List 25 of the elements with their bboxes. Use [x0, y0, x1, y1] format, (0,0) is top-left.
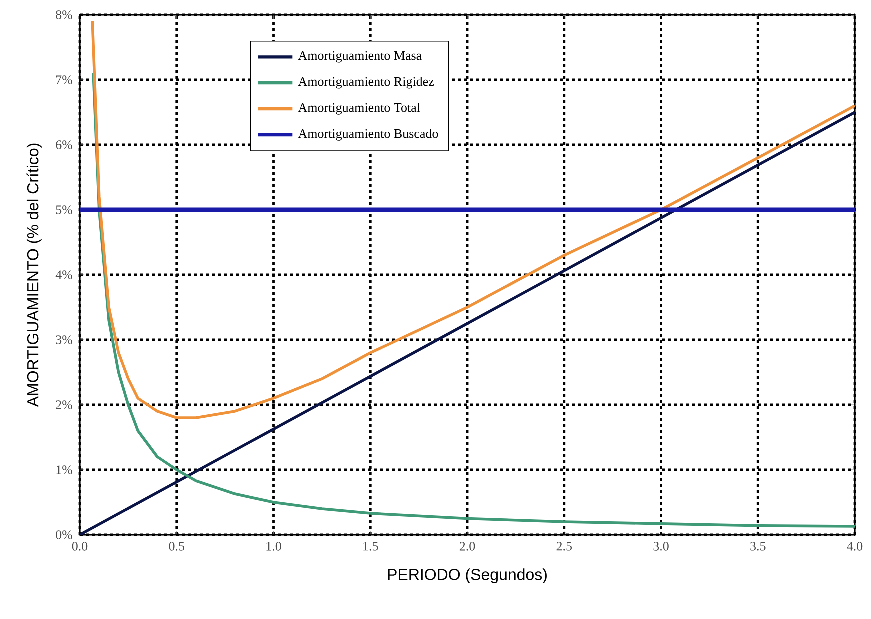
x-tick-label: 0.0	[72, 542, 88, 551]
x-tick-label: 3.0	[654, 542, 669, 551]
x-tick-label: 4.0	[847, 542, 863, 551]
y-tick-label: 8%	[56, 10, 72, 20]
legend-label: Amortiguamiento Rigidez	[298, 77, 434, 89]
y-tick-label: 3%	[56, 336, 72, 344]
x-tick-label: 1.0	[266, 542, 282, 551]
y-tick-label: 6%	[56, 140, 72, 150]
x-tick-label: 2.5	[556, 542, 572, 551]
y-tick-label: 1%	[56, 466, 72, 474]
y-tick-label: 0%	[56, 530, 72, 540]
x-tick-label: 1.5	[364, 542, 378, 551]
x-axis-title: PERIODO (Segundos)	[388, 568, 547, 584]
y-tick-label: 4%	[56, 270, 72, 280]
legend-label: Amortiguamiento Buscado	[298, 129, 438, 141]
y-axis-title: AMORTIGUAMIENTO (% del Crítico)	[26, 144, 42, 408]
y-tick-label: 7%	[56, 76, 72, 84]
legend-label: Amortiguamiento Total	[298, 103, 420, 115]
y-tick-label: 2%	[56, 400, 72, 410]
x-tick-label: 0.5	[169, 542, 184, 551]
x-tick-label: 2.0	[460, 542, 476, 551]
y-tick-label: 5%	[56, 206, 72, 214]
legend-label: Amortiguamiento Masa	[298, 51, 422, 63]
line-series	[91, 20, 856, 420]
x-tick-label: 3.5	[750, 542, 766, 551]
